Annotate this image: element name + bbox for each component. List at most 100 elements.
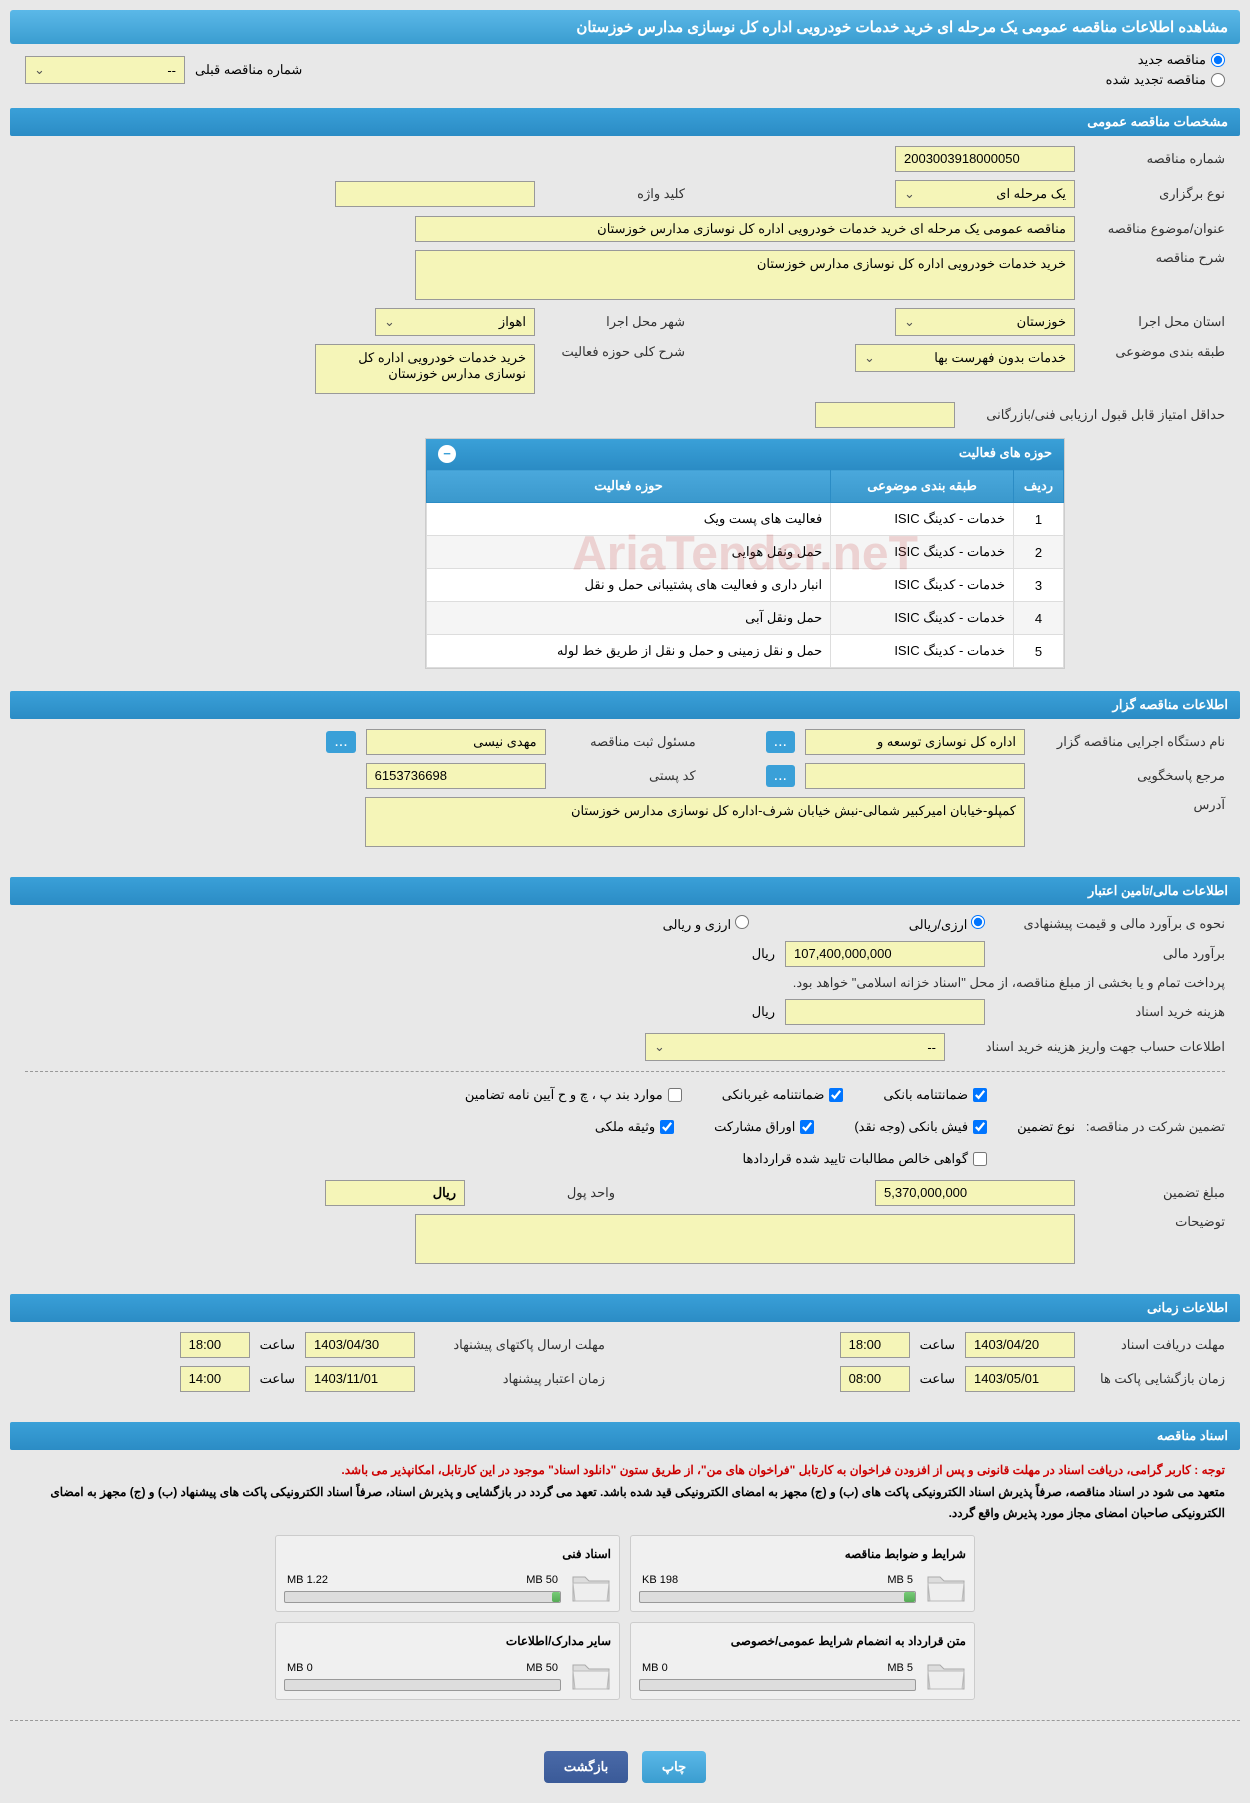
open-label: زمان بازگشایی پاکت ها — [1085, 1371, 1225, 1387]
unit-label: واحد پول — [475, 1185, 615, 1201]
account-dropdown[interactable]: -- ⌄ — [645, 1033, 945, 1061]
envelope-deadline-date: 1403/04/30 — [305, 1332, 415, 1358]
section-financial-header: اطلاعات مالی/تامین اعتبار — [10, 877, 1240, 905]
chevron-down-icon: ⌄ — [34, 62, 45, 78]
check-cash-label: فیش بانکی (وجه نقد) — [854, 1119, 968, 1135]
min-score-label: حداقل امتیاز قابل قبول ارزیابی فنی/بازرگ… — [965, 407, 1225, 423]
tender-number: 2003003918000050 — [895, 146, 1075, 172]
doc-card[interactable]: شرایط و ضوابط مناقصه 5 MB198 KB — [630, 1535, 975, 1613]
time-label-3: ساعت — [260, 1337, 295, 1353]
type-value: یک مرحله ای — [996, 186, 1066, 202]
radio-both-label: ارزی و ریالی — [663, 917, 732, 932]
chevron-down-icon: ⌄ — [904, 186, 915, 202]
notes-label: توضیحات — [1085, 1214, 1225, 1230]
check-bank-label: ضمانتنامه بانکی — [883, 1087, 968, 1103]
check-cash[interactable]: فیش بانکی (وجه نقد) — [854, 1119, 987, 1135]
address-label: آدرس — [1035, 797, 1225, 813]
subject-field: مناقصه عمومی یک مرحله ای خرید خدمات خودر… — [415, 216, 1075, 242]
desc-label: شرح مناقصه — [1085, 250, 1225, 266]
time-label-4: ساعت — [260, 1371, 295, 1387]
activity-table: ردیف طبقه بندی موضوعی حوزه فعالیت 1خدمات… — [426, 469, 1064, 668]
ref-more-button[interactable]: ... — [766, 765, 795, 787]
min-score-field[interactable] — [815, 402, 955, 428]
guarantee-type-label: نوع تضمین — [1017, 1119, 1075, 1135]
doc-deadline-label: مهلت دریافت اسناد — [1085, 1337, 1225, 1353]
table-row: 1خدمات - کدینگ ISICفعالیت های پست ویک — [427, 503, 1064, 536]
manager-more-button[interactable]: ... — [326, 731, 355, 753]
envelope-deadline-time: 18:00 — [180, 1332, 250, 1358]
open-date: 1403/05/01 — [965, 1366, 1075, 1392]
currency-label: ریال — [752, 946, 775, 962]
account-value: -- — [927, 1040, 936, 1055]
check-property-label: وثیقه ملکی — [595, 1119, 655, 1135]
org-more-button[interactable]: ... — [766, 731, 795, 753]
ref-field[interactable] — [805, 763, 1025, 789]
radio-new[interactable]: مناقصه جدید — [1106, 52, 1225, 68]
keyword-field[interactable] — [335, 181, 535, 207]
postal-field: 6153736698 — [366, 763, 546, 789]
th-category: طبقه بندی موضوعی — [831, 470, 1014, 503]
chevron-down-icon: ⌄ — [654, 1039, 665, 1055]
doc-deadline-date: 1403/04/20 — [965, 1332, 1075, 1358]
folder-icon — [926, 1659, 966, 1691]
estimate-method-label: نحوه ی برآورد مالی و قیمت پیشنهادی — [995, 916, 1225, 932]
scope-desc-label: شرح کلی حوزه فعالیت — [545, 344, 685, 360]
check-shares[interactable]: اوراق مشارکت — [714, 1119, 814, 1135]
doc-card[interactable]: اسناد فنی 50 MB1.22 MB — [275, 1535, 620, 1613]
doc-title: سایر مدارک/اطلاعات — [284, 1631, 611, 1653]
estimate-label: برآورد مالی — [995, 946, 1225, 962]
check-bandp[interactable]: موارد بند پ ، چ و ح آیین نامه تضامین — [465, 1087, 682, 1103]
address-field[interactable] — [365, 797, 1025, 847]
desc-field[interactable] — [415, 250, 1075, 300]
chevron-down-icon: ⌄ — [864, 350, 875, 366]
doc-title: متن قرارداد به انضمام شرایط عمومی/خصوصی — [639, 1631, 966, 1653]
section-general-header: مشخصات مناقصه عمومی — [10, 108, 1240, 136]
category-dropdown[interactable]: خدمات بدون فهرست بها ⌄ — [855, 344, 1075, 372]
check-bandp-label: موارد بند پ ، چ و ح آیین نامه تضامین — [465, 1087, 663, 1103]
collapse-icon[interactable]: − — [438, 445, 456, 463]
province-value: خوزستان — [1017, 314, 1066, 330]
back-button[interactable]: بازگشت — [544, 1751, 628, 1783]
notes-field[interactable] — [415, 1214, 1075, 1264]
chevron-down-icon: ⌄ — [384, 314, 395, 330]
province-dropdown[interactable]: خوزستان ⌄ — [895, 308, 1075, 336]
activity-table-title: حوزه های فعالیت — [959, 445, 1052, 463]
type-label: نوع برگزاری — [1085, 186, 1225, 202]
guarantee-label: تضمین شرکت در مناقصه: — [1085, 1119, 1225, 1135]
currency-label-2: ریال — [752, 1004, 775, 1020]
type-dropdown[interactable]: یک مرحله ای ⌄ — [895, 180, 1075, 208]
manager-label: مسئول ثبت مناقصه — [556, 734, 696, 750]
doc-card[interactable]: متن قرارداد به انضمام شرایط عمومی/خصوصی … — [630, 1622, 975, 1700]
radio-renewed[interactable]: مناقصه تجدید شده — [1106, 72, 1225, 88]
time-label-1: ساعت — [920, 1337, 955, 1353]
doc-cost-label: هزینه خرید اسناد — [995, 1004, 1225, 1020]
scope-desc-field[interactable] — [315, 344, 535, 394]
docs-note-1: توجه : کاربر گرامی، دریافت اسناد در مهلت… — [25, 1460, 1225, 1482]
validity-date: 1403/11/01 — [305, 1366, 415, 1392]
radio-rial[interactable]: ارزی/ریالی — [909, 915, 985, 933]
doc-cost-field[interactable] — [785, 999, 985, 1025]
table-row: 4خدمات - کدینگ ISICحمل ونقل آبی — [427, 602, 1064, 635]
table-row: 2خدمات - کدینگ ISICحمل ونقل هوایی — [427, 536, 1064, 569]
print-button[interactable]: چاپ — [642, 1751, 706, 1783]
prev-number-dropdown[interactable]: -- ⌄ — [25, 56, 185, 84]
doc-deadline-time: 18:00 — [840, 1332, 910, 1358]
check-receivables[interactable]: گواهی خالص مطالبات تایید شده قراردادها — [742, 1151, 987, 1167]
section-docs-header: اسناد مناقصه — [10, 1422, 1240, 1450]
check-nonbank-label: ضمانتنامه غیربانکی — [722, 1087, 825, 1103]
time-label-2: ساعت — [920, 1371, 955, 1387]
doc-card[interactable]: سایر مدارک/اطلاعات 50 MB0 MB — [275, 1622, 620, 1700]
tender-number-label: شماره مناقصه — [1085, 151, 1225, 167]
prev-number-label: شماره مناقصه قبلی — [195, 62, 302, 78]
validity-label: زمان اعتبار پیشنهاد — [425, 1371, 605, 1387]
check-nonbank[interactable]: ضمانتنامه غیربانکی — [722, 1087, 844, 1103]
radio-both[interactable]: ارزی و ریالی — [663, 915, 749, 933]
account-label: اطلاعات حساب جهت واریز هزینه خرید اسناد — [955, 1039, 1225, 1055]
manager-field: مهدی نیسی — [366, 729, 546, 755]
radio-rial-label: ارزی/ریالی — [909, 917, 968, 932]
city-dropdown[interactable]: اهواز ⌄ — [375, 308, 535, 336]
guarantee-amount-field: 5,370,000,000 — [875, 1180, 1075, 1206]
check-property[interactable]: وثیقه ملکی — [595, 1119, 674, 1135]
check-bank[interactable]: ضمانتنامه بانکی — [883, 1087, 987, 1103]
org-field: اداره کل نوسازی توسعه و — [805, 729, 1025, 755]
